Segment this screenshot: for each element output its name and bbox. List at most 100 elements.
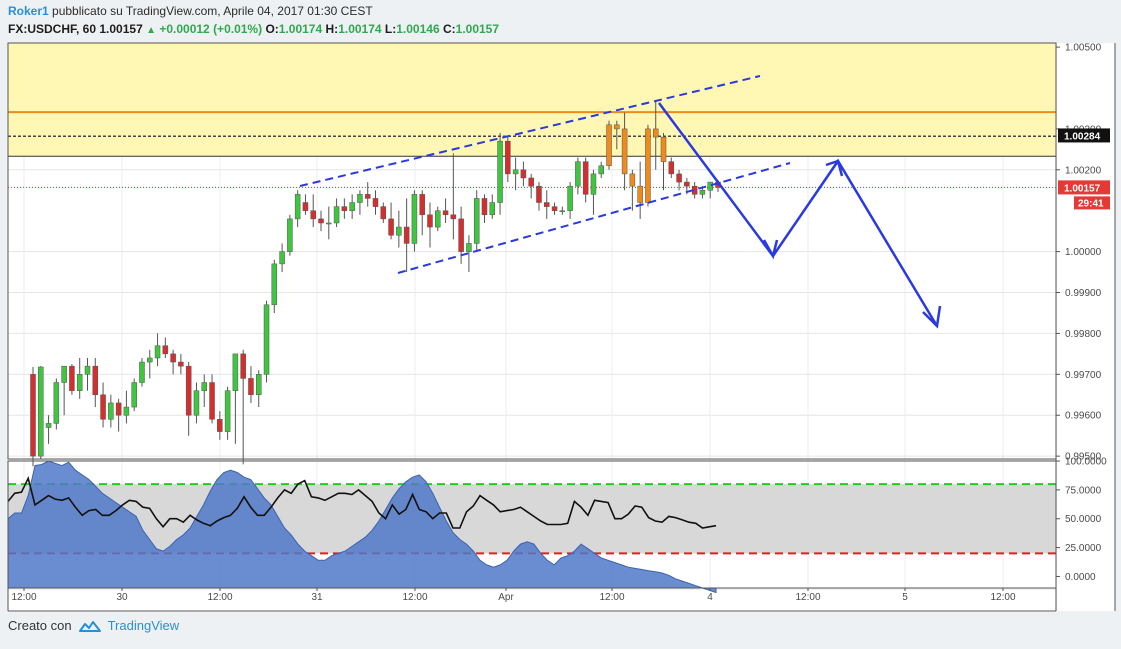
rsi-tick-label: 0.0000 <box>1065 572 1096 583</box>
rsi-line <box>7 475 717 529</box>
symbol-label[interactable]: FX:USDCHF, 60 <box>8 22 97 36</box>
price-tick-label: 0.99700 <box>1065 370 1102 381</box>
candle-body <box>458 218 464 252</box>
candle-body <box>100 394 106 420</box>
rsi-tick-label: 75.0000 <box>1065 485 1102 496</box>
chart-header-quote: FX:USDCHF, 60 1.00157 ▲ +0.00012 (+0.01%… <box>8 22 499 36</box>
time-tick-label: 31 <box>311 592 323 603</box>
open-label: O: <box>265 22 279 36</box>
candle-body <box>668 161 675 175</box>
candle-body <box>652 128 659 138</box>
tradingview-logo-icon <box>78 620 101 632</box>
candle-body <box>92 365 99 396</box>
candle-body <box>372 198 379 207</box>
candle-body <box>333 206 340 224</box>
candle-body <box>699 190 706 195</box>
channel-upper-line <box>299 75 761 187</box>
candle-body <box>637 185 643 203</box>
candle-body <box>349 202 355 211</box>
arrow-head-2 <box>825 159 844 177</box>
candle-body <box>450 214 457 220</box>
candle-body <box>536 185 542 203</box>
candle-body <box>590 173 597 195</box>
last-price: 1.00157 <box>99 22 143 36</box>
time-tick-label: 4 <box>707 592 713 603</box>
candle-body <box>185 365 192 416</box>
open-value: 1.00174 <box>278 22 323 36</box>
candle-body <box>162 345 169 355</box>
candle-body <box>310 210 316 220</box>
candle-body <box>201 382 207 391</box>
candle-body <box>660 136 667 162</box>
candle-body <box>403 226 410 244</box>
high-value: 1.00174 <box>338 22 382 36</box>
candle-body <box>380 206 387 220</box>
price-tick-label: 0.99900 <box>1065 288 1102 299</box>
rsi-tick-label: 25.0000 <box>1065 543 1102 554</box>
candle-body <box>224 390 231 432</box>
candle-body <box>279 251 285 265</box>
time-tick-label: 12:00 <box>207 592 232 603</box>
tradingview-brand[interactable]: TradingView <box>107 618 180 633</box>
candle-body <box>38 366 44 457</box>
candle-body <box>645 128 651 203</box>
candle-body <box>45 423 52 428</box>
candle-body <box>614 124 620 130</box>
low-label: L: <box>384 22 397 36</box>
candle-body <box>512 169 519 175</box>
low-value: 1.00146 <box>396 22 440 36</box>
time-tick-label: 5 <box>902 592 908 603</box>
candle-body <box>271 263 278 306</box>
countdown-label: 29:41 <box>1078 198 1104 209</box>
price-tick-label: 0.99500 <box>1065 452 1102 463</box>
candle-body <box>302 202 309 211</box>
time-axis-bg <box>8 590 1056 612</box>
candle-body <box>217 419 223 432</box>
candle-body <box>567 185 573 211</box>
time-tick-label: 12:00 <box>11 592 36 603</box>
rsi-tick-label: 100.0000 <box>1065 457 1107 468</box>
price-tick-label: 1.00500 <box>1065 43 1102 54</box>
time-tick-label: Apr <box>498 592 514 603</box>
price-tick-label: 0.99800 <box>1065 329 1102 340</box>
candle-body <box>263 304 270 375</box>
candle-body <box>427 214 433 228</box>
candle-body <box>341 206 348 211</box>
author-name[interactable]: Roker1 <box>8 4 49 18</box>
publish-info: pubblicato su TradingView.com, Aprile 04… <box>52 4 373 18</box>
created-with-label: Creato con <box>8 618 72 633</box>
candle-body <box>582 161 589 195</box>
candle-body <box>76 374 83 391</box>
candle-body <box>131 382 137 408</box>
candle-body <box>629 173 636 187</box>
candle-body <box>707 181 713 191</box>
candle-body <box>473 198 480 244</box>
candle-body <box>108 402 114 420</box>
channel-lower-line <box>397 162 791 274</box>
price-tick-label: 1.00000 <box>1065 247 1102 258</box>
candle-body <box>115 402 122 416</box>
candle-body <box>318 218 324 224</box>
candle-body <box>544 202 550 207</box>
price-tick-label: 1.00200 <box>1065 165 1102 176</box>
candle-body <box>53 382 60 424</box>
candle-body <box>123 406 130 416</box>
time-tick-label: 12:00 <box>990 592 1015 603</box>
candle-body <box>559 210 566 212</box>
candle-body <box>209 382 215 420</box>
chart-header-publisher: Roker1 pubblicato su TradingView.com, Ap… <box>8 4 373 18</box>
candle-body <box>240 353 246 379</box>
time-tick-label: 12:00 <box>402 592 427 603</box>
candle-body <box>69 365 75 391</box>
candle-body <box>396 226 402 236</box>
candle-body <box>497 140 503 203</box>
candle-body <box>411 194 418 244</box>
candle-body <box>676 173 682 183</box>
candle-body <box>489 202 496 216</box>
last-price-marker-label: 1.00157 <box>1064 183 1101 194</box>
candle-body <box>481 198 488 216</box>
arrow-head-1 <box>762 239 779 260</box>
rsi-tick-label: 50.0000 <box>1065 514 1102 525</box>
